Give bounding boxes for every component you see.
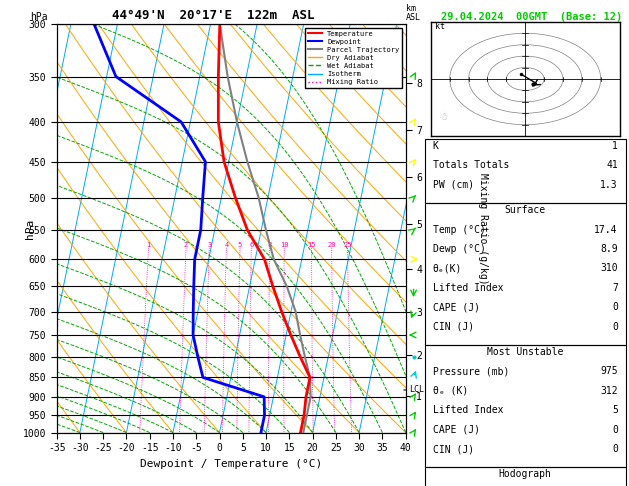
Text: 15: 15	[308, 242, 316, 248]
Text: 312: 312	[600, 386, 618, 396]
Text: K: K	[433, 141, 438, 151]
Text: Pressure (mb): Pressure (mb)	[433, 366, 509, 377]
Text: 0: 0	[612, 322, 618, 332]
Text: Temp (°C): Temp (°C)	[433, 225, 486, 235]
Text: 25: 25	[343, 242, 352, 248]
Text: 2: 2	[184, 242, 188, 248]
Text: CAPE (J): CAPE (J)	[433, 302, 480, 312]
Text: 1: 1	[612, 141, 618, 151]
Text: CIN (J): CIN (J)	[433, 322, 474, 332]
Text: 6: 6	[249, 242, 253, 248]
Text: Most Unstable: Most Unstable	[487, 347, 564, 357]
Text: 41: 41	[606, 160, 618, 171]
Text: CIN (J): CIN (J)	[433, 444, 474, 454]
Text: 5: 5	[612, 405, 618, 416]
Text: Totals Totals: Totals Totals	[433, 160, 509, 171]
Text: 310: 310	[600, 263, 618, 274]
Text: CAPE (J): CAPE (J)	[433, 425, 480, 435]
Text: km
ASL: km ASL	[406, 4, 421, 22]
Text: 8.9: 8.9	[600, 244, 618, 254]
Text: 3: 3	[207, 242, 211, 248]
Text: 17.4: 17.4	[594, 225, 618, 235]
Text: Lifted Index: Lifted Index	[433, 283, 503, 293]
Text: hPa: hPa	[30, 12, 48, 22]
Text: LCL: LCL	[409, 385, 424, 395]
Title: 44°49'N  20°17'E  122m  ASL: 44°49'N 20°17'E 122m ASL	[113, 9, 315, 22]
X-axis label: Dewpoint / Temperature (°C): Dewpoint / Temperature (°C)	[140, 458, 322, 469]
Text: Hodograph: Hodograph	[499, 469, 552, 480]
Text: 4: 4	[224, 242, 228, 248]
Legend: Temperature, Dewpoint, Parcel Trajectory, Dry Adiabat, Wet Adiabat, Isotherm, Mi: Temperature, Dewpoint, Parcel Trajectory…	[305, 28, 402, 88]
Text: 0: 0	[612, 425, 618, 435]
Text: 10: 10	[280, 242, 289, 248]
Text: 975: 975	[600, 366, 618, 377]
Text: 7: 7	[612, 283, 618, 293]
Text: Dewp (°C): Dewp (°C)	[433, 244, 486, 254]
Text: ☃: ☃	[438, 112, 448, 122]
Text: 20: 20	[327, 242, 336, 248]
Text: 1: 1	[147, 242, 150, 248]
Text: 0: 0	[612, 302, 618, 312]
Text: θₑ(K): θₑ(K)	[433, 263, 462, 274]
Text: 29.04.2024  00GMT  (Base: 12): 29.04.2024 00GMT (Base: 12)	[441, 12, 622, 22]
Text: Surface: Surface	[504, 205, 546, 215]
Text: 0: 0	[612, 444, 618, 454]
Text: Lifted Index: Lifted Index	[433, 405, 503, 416]
Text: kt: kt	[435, 22, 445, 31]
Text: θₑ (K): θₑ (K)	[433, 386, 468, 396]
Text: PW (cm): PW (cm)	[433, 180, 474, 190]
Text: 1.3: 1.3	[600, 180, 618, 190]
Text: 5: 5	[238, 242, 242, 248]
Text: 8: 8	[267, 242, 272, 248]
Text: hPa: hPa	[25, 218, 35, 239]
Y-axis label: Mixing Ratio (g/kg): Mixing Ratio (g/kg)	[477, 173, 487, 284]
